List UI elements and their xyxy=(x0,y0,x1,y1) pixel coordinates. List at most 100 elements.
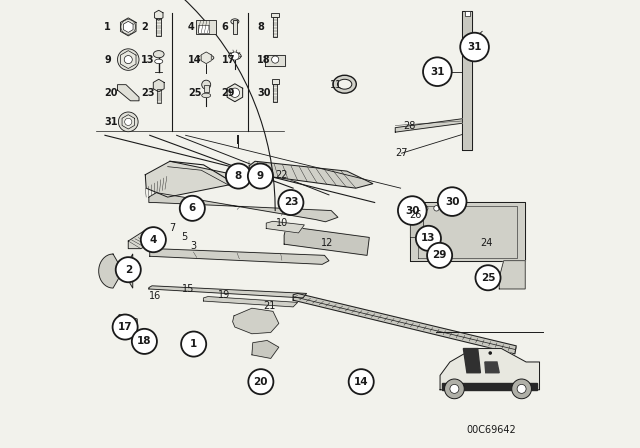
Text: 28: 28 xyxy=(403,121,416,131)
Polygon shape xyxy=(145,161,235,197)
Text: 4: 4 xyxy=(150,235,157,245)
Circle shape xyxy=(132,329,157,354)
Text: 31: 31 xyxy=(467,42,482,52)
Circle shape xyxy=(116,257,141,282)
Text: 15: 15 xyxy=(182,284,194,294)
Text: 19: 19 xyxy=(218,290,230,300)
Ellipse shape xyxy=(337,79,352,89)
Circle shape xyxy=(248,164,273,189)
Text: 18: 18 xyxy=(257,55,271,65)
Text: 2: 2 xyxy=(125,265,132,275)
Ellipse shape xyxy=(202,93,211,98)
Polygon shape xyxy=(293,293,516,354)
Ellipse shape xyxy=(231,19,239,24)
Circle shape xyxy=(476,265,500,290)
Bar xyxy=(157,89,161,103)
Text: 9: 9 xyxy=(104,55,111,65)
Bar xyxy=(196,20,216,34)
Text: 13: 13 xyxy=(421,233,436,243)
Circle shape xyxy=(438,187,467,216)
Polygon shape xyxy=(99,254,132,288)
Text: 12: 12 xyxy=(321,238,333,248)
Circle shape xyxy=(230,88,239,97)
Text: 23: 23 xyxy=(141,88,154,98)
Text: 6: 6 xyxy=(189,203,196,213)
Text: 29: 29 xyxy=(221,88,235,98)
Circle shape xyxy=(271,56,279,63)
Text: 30: 30 xyxy=(405,206,420,215)
Text: 16: 16 xyxy=(149,291,161,301)
Text: 10: 10 xyxy=(276,218,288,228)
Text: 8: 8 xyxy=(235,171,242,181)
Text: 20: 20 xyxy=(253,377,268,387)
Polygon shape xyxy=(150,249,329,264)
Circle shape xyxy=(278,190,303,215)
Circle shape xyxy=(248,369,273,394)
Circle shape xyxy=(445,379,464,399)
Circle shape xyxy=(450,384,459,393)
Text: 14: 14 xyxy=(354,377,369,387)
Text: 30: 30 xyxy=(445,197,460,207)
Bar xyxy=(465,11,470,16)
Text: 29: 29 xyxy=(433,250,447,260)
Text: 2: 2 xyxy=(141,22,148,32)
Bar xyxy=(271,79,279,84)
Text: 20: 20 xyxy=(104,88,118,98)
Polygon shape xyxy=(463,349,481,373)
Bar xyxy=(156,18,161,36)
Bar xyxy=(273,84,277,102)
Circle shape xyxy=(113,314,138,340)
Text: 31: 31 xyxy=(430,67,445,77)
Text: 8: 8 xyxy=(257,22,264,32)
Text: 17: 17 xyxy=(118,322,132,332)
Bar xyxy=(233,20,237,34)
Circle shape xyxy=(124,56,132,64)
Polygon shape xyxy=(114,314,137,332)
Bar xyxy=(204,85,209,92)
Text: 17: 17 xyxy=(221,55,235,65)
Text: 1: 1 xyxy=(104,22,111,32)
Polygon shape xyxy=(154,79,164,92)
Polygon shape xyxy=(463,11,472,150)
Polygon shape xyxy=(442,383,538,390)
Circle shape xyxy=(434,206,439,211)
Circle shape xyxy=(456,206,461,211)
Polygon shape xyxy=(410,220,423,237)
Polygon shape xyxy=(396,119,463,132)
Polygon shape xyxy=(499,261,525,289)
Ellipse shape xyxy=(198,55,214,61)
Text: 4: 4 xyxy=(188,22,195,32)
Polygon shape xyxy=(249,161,373,188)
Polygon shape xyxy=(149,193,338,222)
Text: 21: 21 xyxy=(264,301,276,310)
Text: 22: 22 xyxy=(276,170,288,180)
Polygon shape xyxy=(124,22,133,32)
Ellipse shape xyxy=(154,51,164,58)
Circle shape xyxy=(125,118,132,125)
Polygon shape xyxy=(252,340,279,358)
Circle shape xyxy=(488,351,492,355)
Circle shape xyxy=(398,196,427,225)
Polygon shape xyxy=(266,55,285,66)
Polygon shape xyxy=(440,349,540,390)
Circle shape xyxy=(231,52,239,60)
Circle shape xyxy=(226,164,251,189)
Polygon shape xyxy=(266,221,305,233)
Text: 9: 9 xyxy=(257,171,264,181)
Circle shape xyxy=(349,369,374,394)
Circle shape xyxy=(180,196,205,221)
Polygon shape xyxy=(227,84,243,102)
Ellipse shape xyxy=(155,59,163,64)
Circle shape xyxy=(422,206,428,211)
Circle shape xyxy=(141,227,166,252)
Circle shape xyxy=(427,243,452,268)
Polygon shape xyxy=(120,18,136,36)
Text: 24: 24 xyxy=(481,238,493,248)
Ellipse shape xyxy=(333,75,356,93)
Text: 5: 5 xyxy=(181,233,188,242)
Polygon shape xyxy=(410,202,525,261)
Circle shape xyxy=(181,332,206,357)
Circle shape xyxy=(423,57,452,86)
Text: 31: 31 xyxy=(104,117,118,127)
Bar xyxy=(198,25,209,33)
